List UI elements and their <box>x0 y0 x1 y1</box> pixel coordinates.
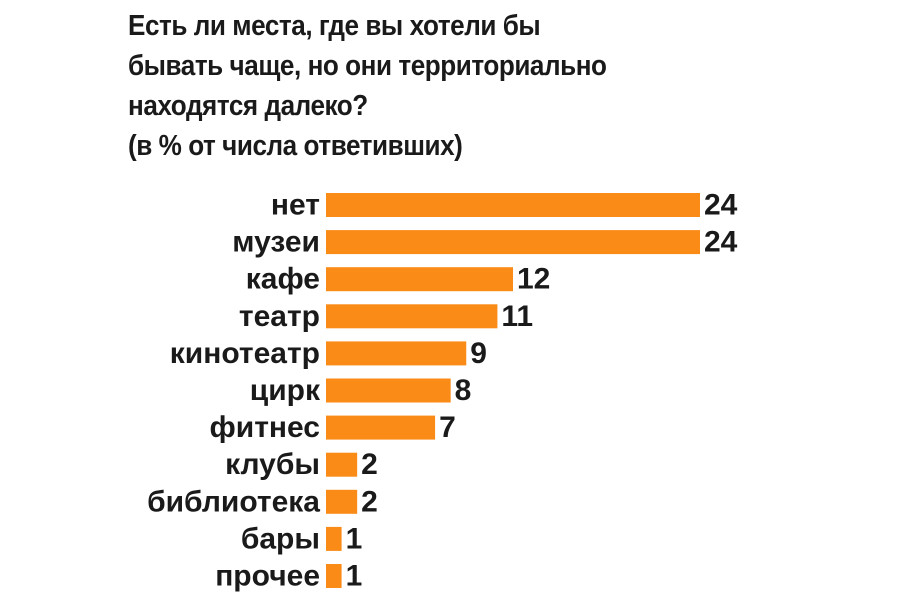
category-label-7: клубы <box>225 448 320 481</box>
bar-1 <box>326 230 700 255</box>
value-label-10: 1 <box>346 560 363 593</box>
chart-title-line-3: находятся далеко? <box>128 90 368 122</box>
chart-title: Есть ли места, где вы хотели бы бывать ч… <box>128 6 607 166</box>
category-label-8: библиотека <box>147 485 320 518</box>
chart-title-line-2: бывать чаще, но они территориально <box>128 50 607 82</box>
category-label-9: бары <box>241 522 320 555</box>
bar-6 <box>326 415 436 440</box>
category-label-6: фитнес <box>210 411 320 444</box>
bar-2 <box>326 267 513 292</box>
value-label-5: 8 <box>455 374 472 407</box>
bar-3 <box>326 304 498 329</box>
bar-0 <box>326 193 700 217</box>
value-label-6: 7 <box>439 411 456 444</box>
bar-4 <box>326 341 467 366</box>
bar-9 <box>326 526 342 551</box>
bar-8 <box>326 489 358 514</box>
value-label-7: 2 <box>361 448 378 481</box>
value-label-8: 2 <box>361 485 378 518</box>
value-label-9: 1 <box>346 522 363 555</box>
value-label-3: 11 <box>501 300 533 333</box>
value-label-0: 24 <box>704 189 738 222</box>
category-label-1: музеи <box>232 226 320 259</box>
value-label-4: 9 <box>470 337 487 370</box>
chart-title-line-4: (в % от числа ответивших) <box>128 130 463 162</box>
bar-5 <box>326 378 451 403</box>
chart-title-line-1: Есть ли места, где вы хотели бы <box>128 10 541 42</box>
category-label-0: нет <box>271 189 320 222</box>
category-label-5: цирк <box>250 374 321 407</box>
category-label-3: театр <box>239 300 320 333</box>
category-label-2: кафе <box>246 263 320 296</box>
bar-7 <box>326 452 358 477</box>
value-label-2: 12 <box>517 263 550 296</box>
bar-10 <box>326 564 342 588</box>
category-label-4: кинотеатр <box>170 337 320 370</box>
value-label-1: 24 <box>704 226 738 259</box>
category-label-10: прочее <box>215 560 320 593</box>
